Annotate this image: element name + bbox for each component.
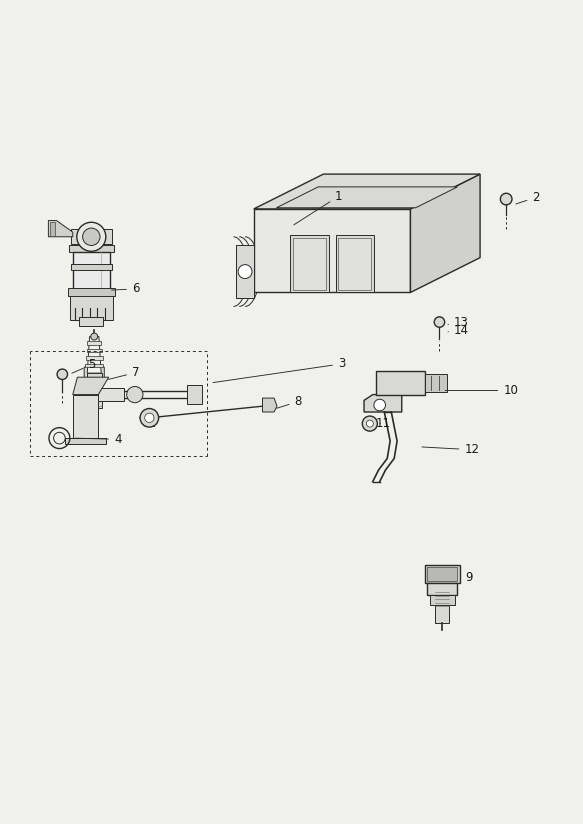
Polygon shape (339, 238, 371, 289)
Polygon shape (425, 374, 447, 391)
Circle shape (362, 416, 377, 431)
Polygon shape (65, 438, 106, 444)
Polygon shape (50, 222, 55, 236)
Polygon shape (48, 221, 73, 236)
Polygon shape (68, 288, 115, 296)
Polygon shape (293, 238, 326, 289)
Text: 8: 8 (277, 395, 302, 408)
Circle shape (145, 413, 154, 423)
Polygon shape (84, 362, 104, 385)
Circle shape (57, 369, 68, 380)
Text: 5: 5 (72, 358, 96, 373)
Polygon shape (187, 386, 202, 404)
Text: 10: 10 (445, 384, 518, 397)
Polygon shape (86, 356, 103, 360)
Polygon shape (364, 395, 402, 412)
Polygon shape (262, 398, 277, 412)
Text: 12: 12 (422, 443, 479, 456)
Text: 4: 4 (75, 433, 121, 446)
Polygon shape (276, 187, 458, 208)
Polygon shape (71, 264, 112, 269)
Polygon shape (79, 317, 103, 326)
Polygon shape (436, 605, 449, 623)
Polygon shape (85, 364, 103, 368)
Circle shape (238, 265, 252, 279)
Polygon shape (290, 235, 329, 293)
Polygon shape (69, 246, 114, 252)
Polygon shape (430, 595, 455, 605)
Polygon shape (254, 174, 480, 209)
Polygon shape (410, 174, 480, 293)
Text: 7: 7 (108, 366, 139, 379)
Text: 2: 2 (516, 191, 540, 204)
Polygon shape (99, 388, 124, 401)
Polygon shape (87, 341, 101, 344)
Polygon shape (336, 235, 374, 293)
Text: 3: 3 (213, 358, 345, 382)
Polygon shape (425, 564, 460, 583)
Text: 6: 6 (111, 283, 139, 296)
Polygon shape (71, 229, 112, 244)
Polygon shape (236, 246, 254, 297)
Circle shape (77, 222, 106, 251)
Polygon shape (87, 373, 102, 408)
Polygon shape (254, 209, 410, 293)
Circle shape (366, 420, 373, 427)
Polygon shape (70, 293, 113, 321)
Polygon shape (73, 252, 110, 293)
Polygon shape (87, 336, 101, 373)
Circle shape (374, 400, 385, 411)
Polygon shape (73, 377, 109, 395)
Text: 13: 13 (448, 316, 469, 329)
Polygon shape (87, 349, 102, 352)
Circle shape (434, 317, 445, 327)
Text: 1: 1 (294, 190, 343, 225)
Circle shape (500, 194, 512, 205)
Polygon shape (427, 583, 458, 595)
Circle shape (140, 409, 159, 427)
Text: 9: 9 (460, 570, 473, 584)
Polygon shape (73, 395, 99, 438)
Polygon shape (375, 372, 425, 395)
Text: 14: 14 (448, 325, 469, 337)
Circle shape (83, 228, 100, 246)
Circle shape (91, 333, 98, 340)
Polygon shape (427, 567, 458, 581)
Text: 11: 11 (375, 417, 391, 430)
Circle shape (127, 386, 143, 403)
